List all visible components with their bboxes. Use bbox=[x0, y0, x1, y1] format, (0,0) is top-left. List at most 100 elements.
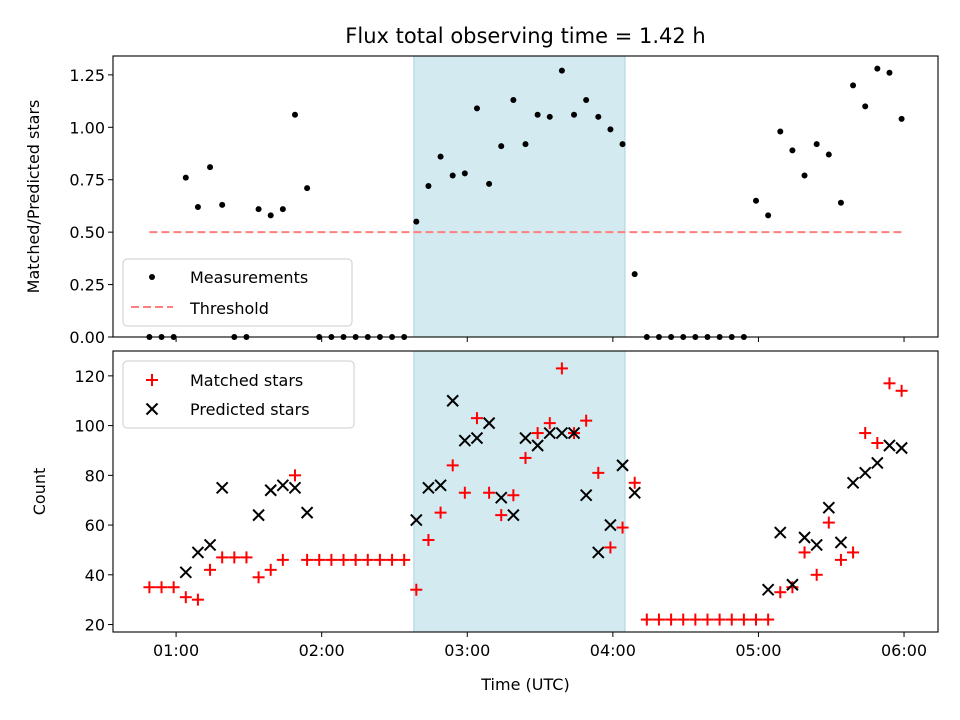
matched-star-point bbox=[883, 377, 896, 390]
measurement-point bbox=[813, 141, 820, 148]
matched-star-point bbox=[410, 583, 423, 596]
matched-star-point bbox=[288, 469, 301, 482]
measurement-point bbox=[194, 203, 201, 210]
predicted-star-point bbox=[592, 546, 605, 559]
matched-star-point bbox=[252, 571, 265, 584]
predicted-star-point bbox=[822, 501, 836, 514]
matched-star-point bbox=[810, 568, 823, 581]
predicted-star-point bbox=[179, 566, 193, 579]
predicted-star-point bbox=[858, 466, 872, 480]
legend-matched-label: Matched stars bbox=[190, 371, 303, 390]
matched-star-point bbox=[592, 466, 605, 479]
predicted-star-point bbox=[567, 426, 581, 440]
x-stroke-b bbox=[519, 431, 532, 445]
legend-plus-glyph bbox=[146, 374, 158, 386]
x-tick-label: 02:00 bbox=[299, 641, 345, 660]
predicted-star-point bbox=[507, 508, 520, 522]
predicted-star-point bbox=[276, 479, 290, 492]
predicted-star-point bbox=[604, 518, 617, 532]
matched-star-point bbox=[458, 486, 471, 499]
matched-star-point bbox=[204, 563, 217, 576]
bottom-x-ticks: 01:00 02:00 03:00 04:00 05:00 06:00 bbox=[153, 632, 927, 660]
x-stroke-b bbox=[604, 518, 617, 532]
x-stroke-b bbox=[846, 476, 860, 490]
matched-star-point bbox=[640, 613, 653, 626]
predicted-star-point bbox=[883, 439, 896, 452]
measurement-point bbox=[473, 105, 480, 112]
matched-star-point bbox=[713, 613, 726, 626]
predicted-star-point bbox=[470, 431, 484, 445]
legend-predicted-label: Predicted stars bbox=[190, 400, 310, 419]
flux-ratio-panel: 0.00 0.25 0.50 0.75 1.00 1.25 Flux total obse… bbox=[24, 24, 939, 347]
bottom-y-ticks: 20 40 60 80 100 120 bbox=[74, 367, 113, 635]
measurement-point bbox=[486, 180, 493, 187]
measurement-point bbox=[522, 141, 529, 148]
measurement-point bbox=[825, 151, 832, 158]
x-stroke-b bbox=[883, 439, 896, 452]
x-stroke-b bbox=[276, 479, 290, 492]
matched-star-point bbox=[240, 551, 253, 564]
measurement-point bbox=[461, 170, 468, 177]
x-stroke-b bbox=[834, 536, 848, 549]
measurement-point bbox=[631, 271, 638, 278]
y-tick-label: 0.75 bbox=[69, 171, 105, 190]
y-tick-label: 0.25 bbox=[69, 276, 105, 295]
predicted-star-point bbox=[798, 531, 811, 544]
x-stroke-b bbox=[628, 486, 641, 499]
y-tick-label: 1.25 bbox=[69, 66, 105, 85]
measurement-point bbox=[874, 65, 881, 72]
x-stroke-b bbox=[786, 578, 799, 591]
measurement-point bbox=[862, 103, 869, 110]
predicted-star-point bbox=[191, 546, 205, 559]
x-axis-label: Time (UTC) bbox=[480, 675, 569, 694]
predicted-star-point bbox=[458, 434, 472, 447]
legend-threshold-label: Threshold bbox=[189, 299, 269, 318]
measurement-point bbox=[291, 111, 298, 118]
matched-star-point bbox=[349, 553, 362, 566]
top-legend-box bbox=[122, 258, 353, 327]
top-x-ticks bbox=[175, 337, 905, 342]
x-stroke-b bbox=[858, 466, 872, 480]
measurement-point bbox=[607, 126, 614, 133]
predicted-star-point bbox=[810, 538, 823, 552]
matched-star-point bbox=[264, 563, 277, 576]
matched-star-point bbox=[470, 412, 483, 425]
top-axes-frame bbox=[112, 55, 939, 338]
predicted-star-point bbox=[519, 431, 532, 445]
x-stroke-b bbox=[470, 431, 484, 445]
counts-panel: 20 40 60 80 100 120 01:00 02:00 03:00 04:00 05:00… bbox=[30, 350, 939, 694]
predicted-star-point bbox=[543, 426, 556, 440]
x-stroke-b bbox=[422, 481, 435, 494]
matched-star-point bbox=[628, 476, 641, 489]
x-stroke-b bbox=[810, 538, 823, 552]
measurement-point bbox=[304, 185, 311, 192]
matched-star-point bbox=[422, 533, 435, 546]
measurement-point bbox=[850, 82, 857, 89]
y-tick-label: 0.00 bbox=[69, 328, 105, 347]
predicted-star-point bbox=[252, 508, 265, 522]
matched-star-point bbox=[689, 613, 702, 626]
measurement-point bbox=[619, 141, 626, 148]
predicted-star-point bbox=[774, 526, 787, 539]
x-tick-label: 06:00 bbox=[881, 641, 927, 660]
measurement-point bbox=[279, 206, 286, 213]
chart-title: Flux total observing time = 1.42 h bbox=[345, 24, 705, 48]
measurement-point bbox=[449, 172, 456, 179]
predicted-star-point bbox=[834, 536, 848, 549]
x-stroke-b bbox=[531, 439, 544, 452]
predicted-star-point bbox=[264, 484, 277, 497]
y-tick-label: 80 bbox=[85, 466, 105, 485]
measurement-point bbox=[571, 111, 578, 118]
predicted-star-point bbox=[531, 439, 544, 452]
measurement-point bbox=[255, 206, 262, 213]
y-tick-label: 40 bbox=[85, 566, 105, 585]
x-stroke-b bbox=[252, 508, 265, 522]
matched-star-point bbox=[373, 553, 386, 566]
x-stroke-b bbox=[264, 484, 277, 497]
x-stroke-b bbox=[543, 426, 556, 440]
legend-measurements-label: Measurements bbox=[190, 268, 308, 287]
legend-measurements-marker bbox=[149, 274, 155, 280]
matched-star-point bbox=[167, 581, 180, 594]
x-stroke-b bbox=[895, 441, 908, 455]
x-stroke-b bbox=[774, 526, 787, 539]
